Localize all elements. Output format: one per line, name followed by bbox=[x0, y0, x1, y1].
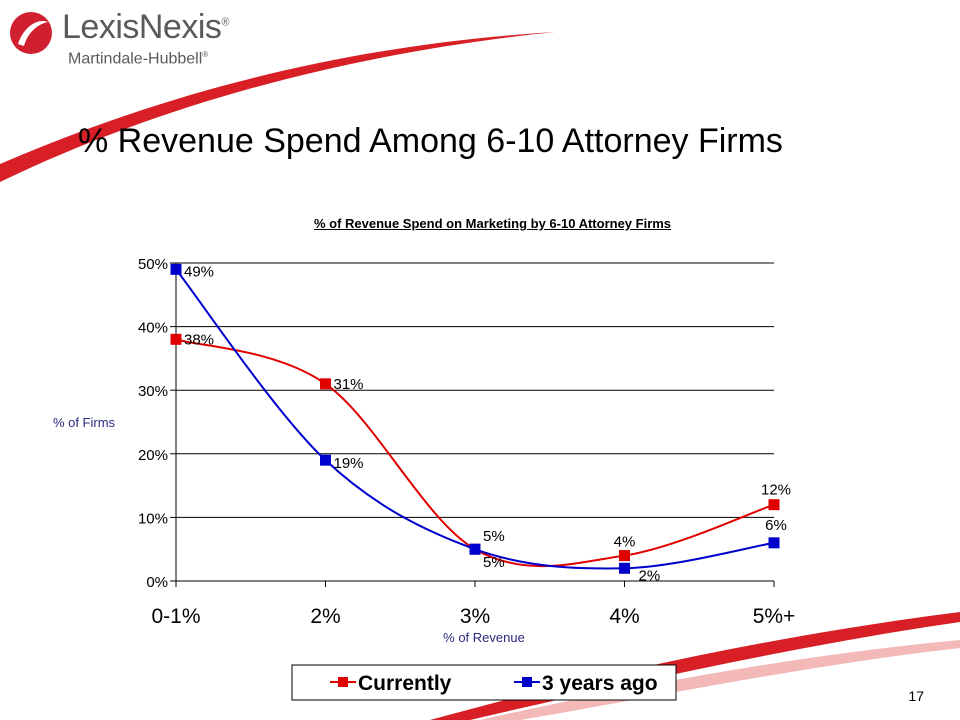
data-label: 31% bbox=[334, 376, 364, 393]
page-number: 17 bbox=[908, 688, 924, 704]
y-tick-label: 30% bbox=[138, 383, 168, 400]
data-label: 5% bbox=[483, 554, 505, 571]
logo-emblem-icon bbox=[10, 12, 52, 54]
brand-name: LexisNexis® bbox=[62, 8, 229, 46]
data-point-marker bbox=[170, 333, 182, 345]
chart-title: % of Revenue Spend on Marketing by 6-10 … bbox=[313, 216, 672, 231]
data-point-marker bbox=[469, 543, 481, 555]
data-point-marker bbox=[768, 499, 780, 511]
y-tick-label: 10% bbox=[138, 510, 168, 527]
data-point-marker bbox=[170, 263, 182, 275]
data-label: 49% bbox=[184, 263, 214, 280]
y-tick-label: 20% bbox=[138, 447, 168, 464]
data-point-marker bbox=[768, 537, 780, 549]
data-point-marker bbox=[320, 378, 331, 390]
x-tick-label: 0-1% bbox=[151, 605, 200, 628]
x-tick-label: 2% bbox=[310, 605, 340, 628]
data-label: 19% bbox=[334, 455, 364, 472]
y-axis-title: % of Firms bbox=[53, 415, 116, 430]
brand-subtitle: Martindale-Hubbell® bbox=[68, 50, 209, 68]
data-point-marker bbox=[320, 454, 331, 466]
x-axis-title: % of Revenue bbox=[443, 630, 525, 645]
data-label: 4% bbox=[614, 534, 636, 551]
x-tick-label: 4% bbox=[609, 605, 639, 628]
series-line-currently bbox=[175, 338, 775, 568]
y-tick-label: 0% bbox=[146, 574, 168, 591]
legend-marker bbox=[338, 677, 348, 687]
slide-title: % Revenue Spend Among 6-10 Attorney Firm… bbox=[78, 122, 783, 160]
data-point-marker bbox=[619, 550, 630, 562]
data-label: 5% bbox=[483, 528, 505, 545]
y-tick-label: 40% bbox=[138, 320, 168, 337]
data-label: 6% bbox=[765, 517, 787, 534]
data-label: 38% bbox=[184, 331, 214, 348]
legend-label: Currently bbox=[358, 672, 452, 695]
legend-label: 3 years ago bbox=[542, 672, 658, 695]
x-tick-label: 5%+ bbox=[753, 605, 796, 628]
lexisnexis-logo: LexisNexis® Martindale-Hubbell® bbox=[8, 6, 238, 76]
legend-marker bbox=[522, 677, 532, 687]
y-tick-label: 50% bbox=[138, 256, 168, 273]
data-point-marker bbox=[619, 562, 630, 574]
series-line-three-years-ago bbox=[175, 268, 775, 570]
data-label: 12% bbox=[761, 482, 791, 499]
data-label: 2% bbox=[639, 567, 661, 584]
x-tick-label: 3% bbox=[460, 605, 490, 628]
